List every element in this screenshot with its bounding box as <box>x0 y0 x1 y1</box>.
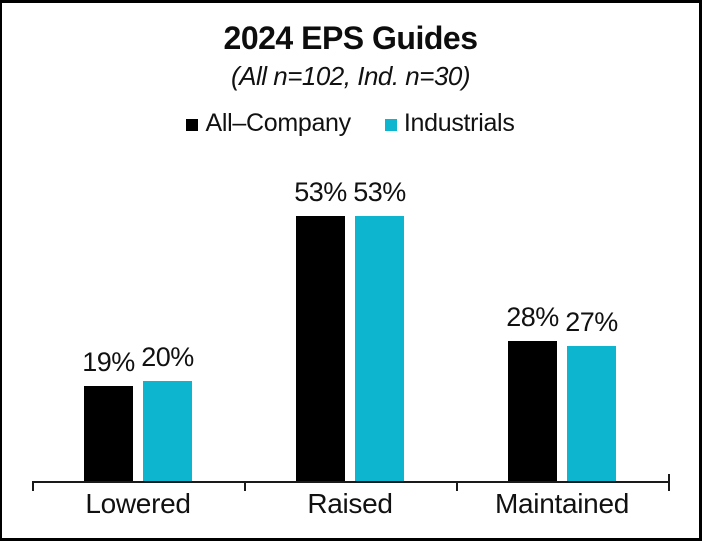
value-label-all-company-lowered: 19% <box>82 347 135 377</box>
value-label-all-company-raised: 53% <box>294 177 347 207</box>
category-label-maintained: Maintained <box>495 488 629 519</box>
chart-subtitle: (All n=102, Ind. n=30) <box>230 61 471 91</box>
x-axis-tick <box>32 483 34 491</box>
x-axis-tick <box>244 483 246 491</box>
legend-item-industrials: Industrials <box>384 109 515 137</box>
x-axis <box>32 481 670 483</box>
legend-swatch-industrials <box>384 118 397 131</box>
chart-title: 2024 EPS Guides <box>223 20 478 56</box>
legend-label: Industrials <box>403 109 515 137</box>
bar-industrials-maintained <box>567 346 616 481</box>
legend-item-all-company: All–Company <box>186 109 351 137</box>
x-axis-tick <box>668 483 670 491</box>
x-axis-tick <box>456 483 458 491</box>
bar-all-company-maintained <box>508 341 557 481</box>
value-label-industrials-maintained: 27% <box>565 307 618 337</box>
bar-all-company-raised <box>296 216 345 481</box>
bar-industrials-lowered <box>143 381 192 481</box>
plot-area: 19% 20% Lowered 53% 53% Raised 28% 27% Maintaine… <box>2 3 699 538</box>
bar-industrials-raised <box>355 216 404 481</box>
x-axis-end-tick <box>668 474 670 481</box>
legend-swatch-all-company <box>186 118 199 131</box>
category-label-lowered: Lowered <box>85 488 191 519</box>
category-label-raised: Raised <box>307 488 393 519</box>
bar-all-company-lowered <box>84 386 133 481</box>
value-label-industrials-lowered: 20% <box>141 342 194 372</box>
value-label-industrials-raised: 53% <box>353 177 406 207</box>
legend: All–Company Industrials <box>2 111 699 136</box>
value-label-all-company-maintained: 28% <box>506 302 559 332</box>
legend-label: All–Company <box>205 109 351 137</box>
